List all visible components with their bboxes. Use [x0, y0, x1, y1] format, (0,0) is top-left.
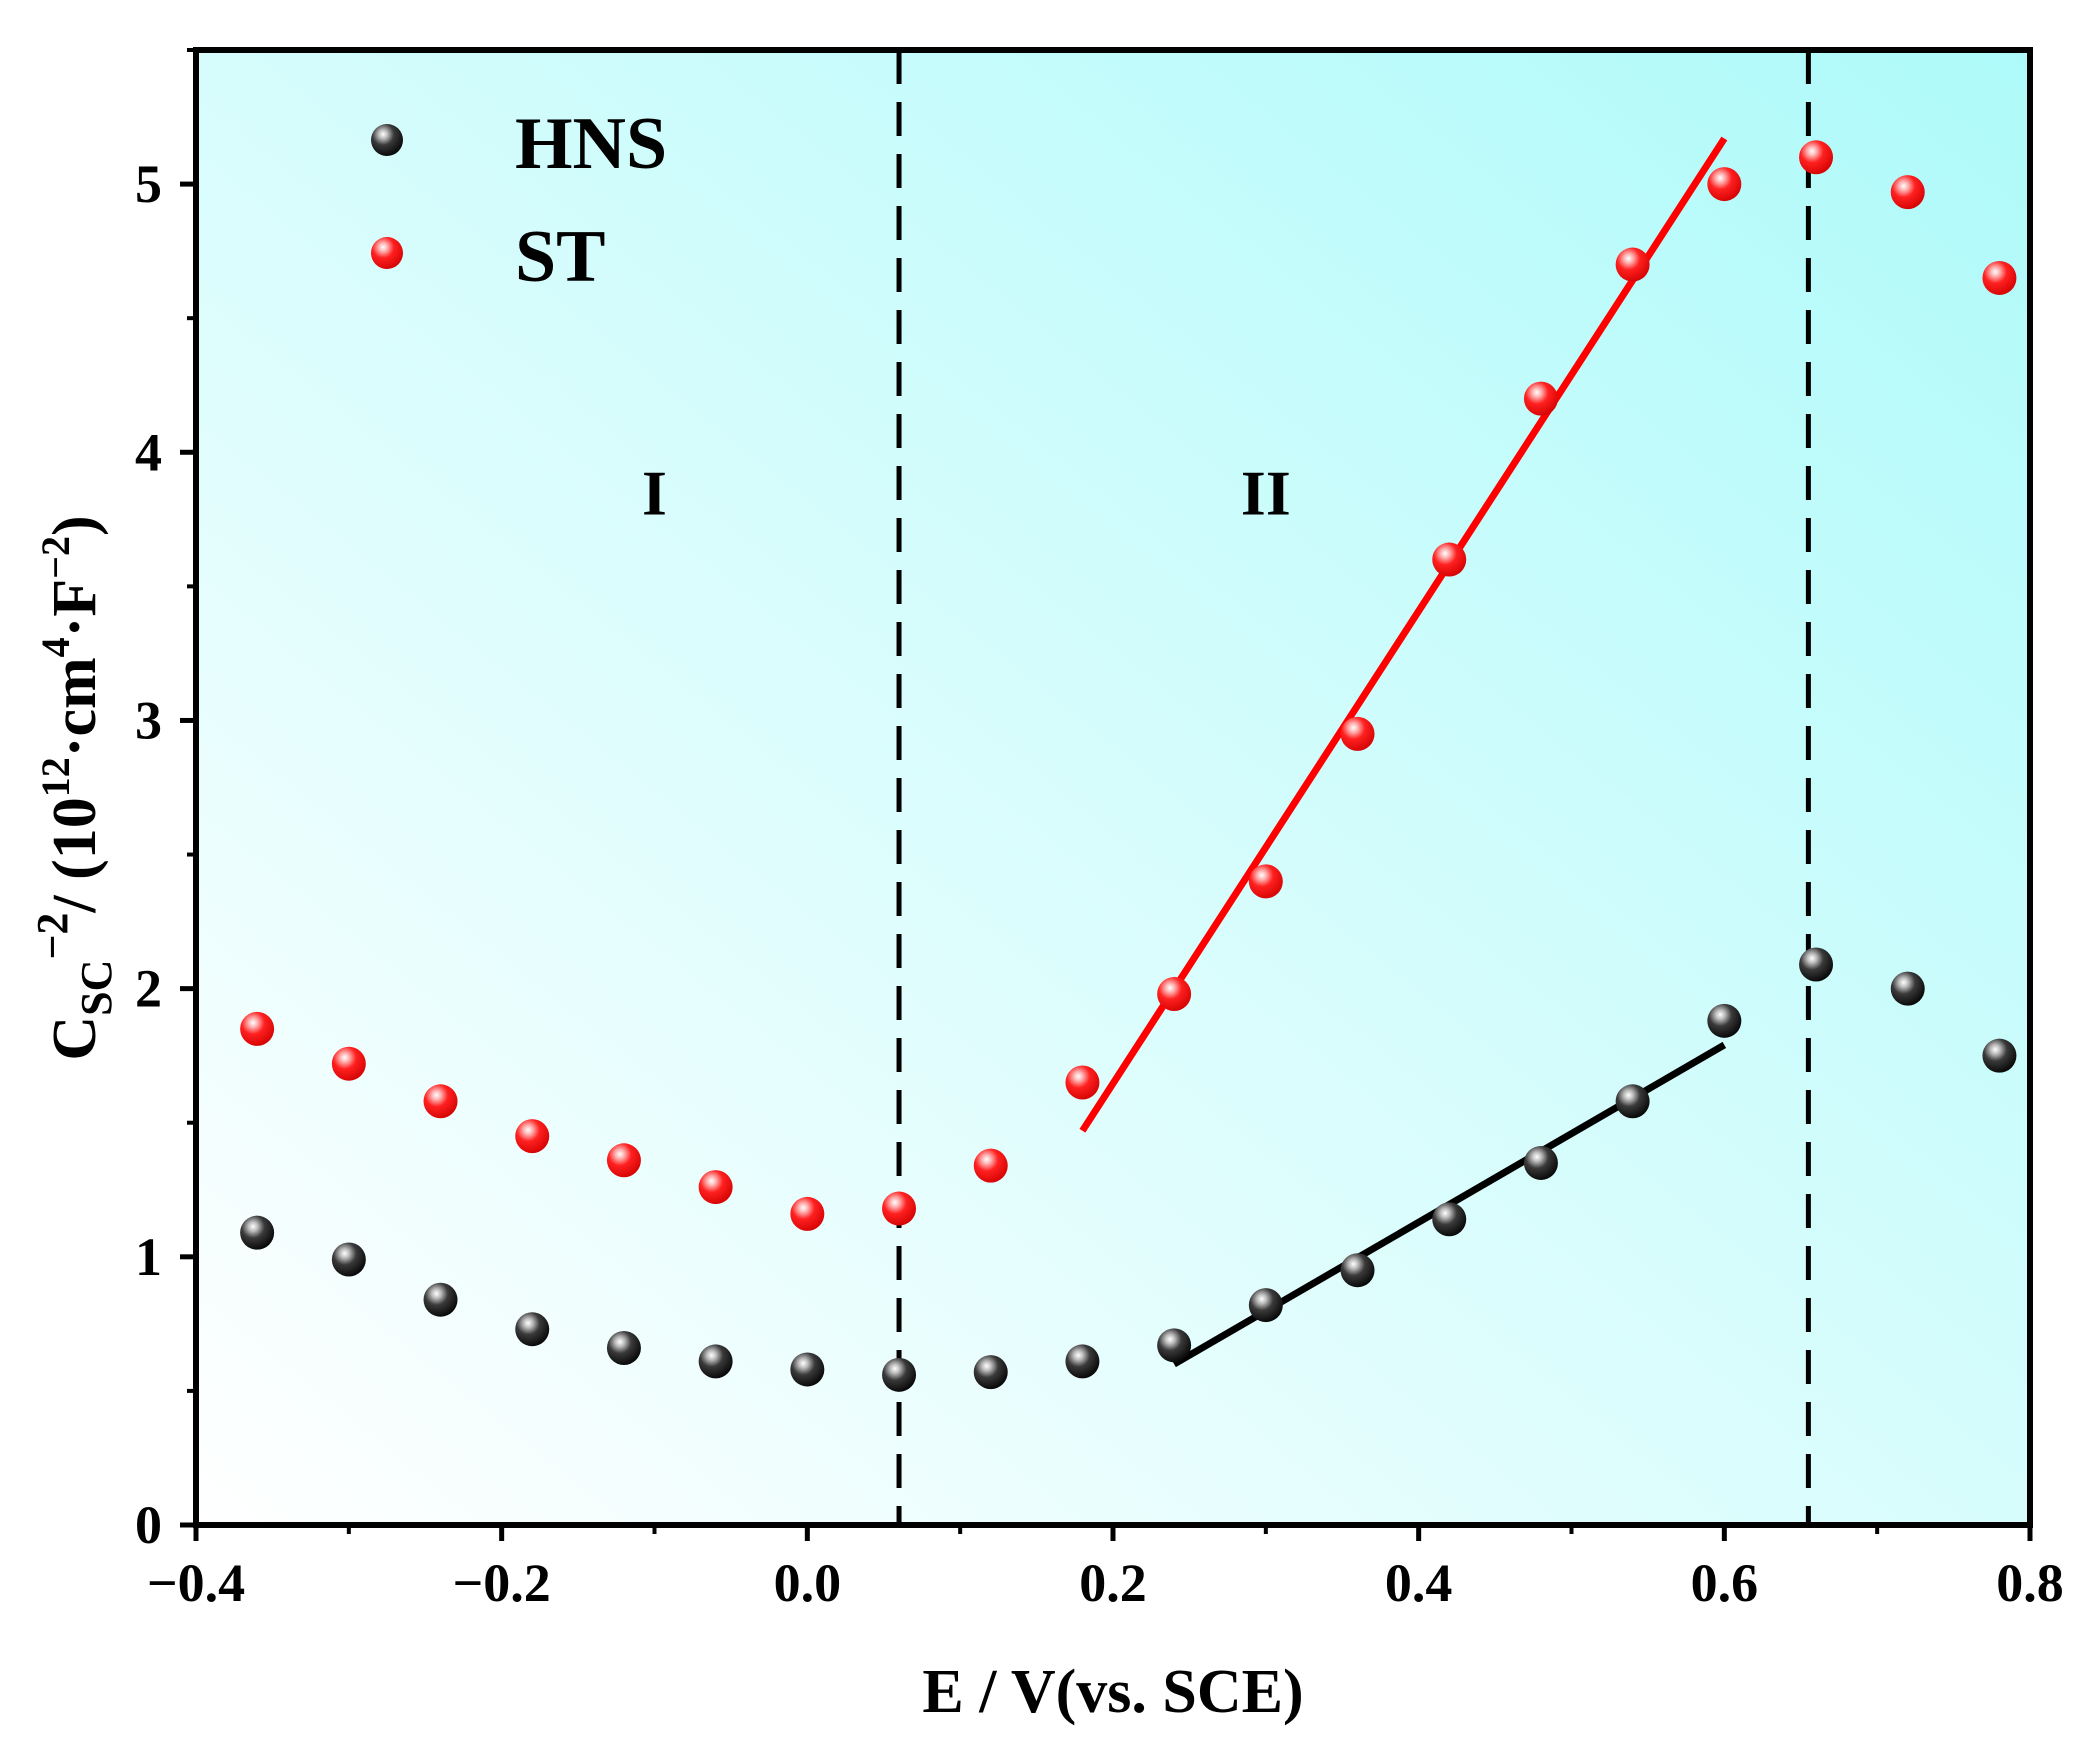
- data-point-st: [1707, 167, 1742, 202]
- data-point-hns: [1982, 1038, 2017, 1073]
- data-point-hns: [240, 1215, 275, 1250]
- legend-marker-hns: [371, 124, 403, 156]
- data-point-hns: [331, 1242, 366, 1277]
- data-point-st: [1248, 864, 1283, 899]
- data-point-st: [698, 1170, 733, 1205]
- y-axis-title: CSC−2/ (1012·cm4·F−2): [28, 515, 121, 1060]
- data-point-st: [1615, 247, 1650, 282]
- data-point-hns: [515, 1312, 550, 1347]
- x-tick-label: −0.4: [147, 1553, 245, 1613]
- legend-label-hns: HNS: [515, 103, 667, 185]
- y-tick-label: 4: [135, 422, 162, 482]
- y-tick-label: 3: [135, 690, 162, 750]
- y-tick-label: 5: [135, 154, 162, 214]
- data-point-hns: [606, 1331, 641, 1365]
- x-tick-label: 0.8: [1996, 1553, 2064, 1613]
- y-tick-label: 2: [135, 959, 162, 1019]
- data-point-hns: [790, 1352, 825, 1387]
- data-point-hns: [1157, 1328, 1192, 1363]
- x-axis-title: E / V(vs. SCE): [922, 1658, 1303, 1726]
- data-point-hns: [1248, 1288, 1283, 1323]
- y-axis-ticks: 0 1 2 3 4 5: [135, 48, 196, 1555]
- x-tick-label: 0.0: [774, 1553, 842, 1613]
- data-point-st: [1065, 1065, 1100, 1100]
- data-point-hns: [1890, 971, 1925, 1006]
- data-point-st: [1340, 716, 1375, 751]
- region-label-1: I: [642, 458, 667, 529]
- data-point-hns: [1615, 1084, 1650, 1119]
- plot-area: [196, 50, 2030, 1525]
- x-tick-label: −0.2: [453, 1553, 551, 1613]
- data-point-st: [1157, 977, 1192, 1011]
- data-point-st: [423, 1084, 458, 1119]
- data-point-st: [973, 1148, 1008, 1183]
- data-point-hns: [1707, 1003, 1742, 1038]
- x-axis-ticks: −0.4 −0.2 0.0 0.2 0.4 0.6 0.8: [147, 1525, 2064, 1613]
- data-point-hns: [1065, 1344, 1100, 1379]
- y-tick-label: 1: [135, 1227, 162, 1287]
- x-tick-label: 0.2: [1079, 1553, 1147, 1613]
- data-point-hns: [1340, 1253, 1375, 1288]
- data-point-st: [1523, 381, 1558, 416]
- data-point-st: [331, 1046, 366, 1081]
- region-label-2: II: [1241, 458, 1291, 529]
- legend: HNS ST: [371, 103, 667, 298]
- x-tick-label: 0.4: [1385, 1553, 1453, 1613]
- data-point-st: [1890, 175, 1925, 210]
- data-point-hns: [698, 1344, 733, 1379]
- fit-line-st: [1079, 136, 1728, 1133]
- data-points: [240, 140, 2017, 1392]
- legend-label-st: ST: [515, 216, 606, 298]
- legend-marker-st: [371, 237, 403, 269]
- region-labels: I II: [642, 458, 1291, 529]
- data-point-st: [515, 1119, 550, 1154]
- data-point-hns: [1523, 1145, 1558, 1180]
- data-point-hns: [973, 1355, 1008, 1390]
- data-point-st: [882, 1191, 917, 1226]
- data-point-st: [790, 1196, 825, 1231]
- data-point-hns: [423, 1282, 458, 1317]
- data-point-st: [1432, 542, 1467, 577]
- region-separators: [896, 50, 1811, 1525]
- y-tick-label: 0: [135, 1495, 162, 1555]
- data-point-hns: [1432, 1202, 1467, 1237]
- data-point-st: [240, 1011, 275, 1046]
- data-point-st: [606, 1143, 641, 1178]
- data-point-st: [1799, 140, 1834, 175]
- data-point-hns: [1799, 947, 1834, 982]
- data-point-st: [1982, 260, 2017, 295]
- data-point-hns: [882, 1357, 917, 1392]
- x-tick-label: 0.6: [1691, 1553, 1759, 1613]
